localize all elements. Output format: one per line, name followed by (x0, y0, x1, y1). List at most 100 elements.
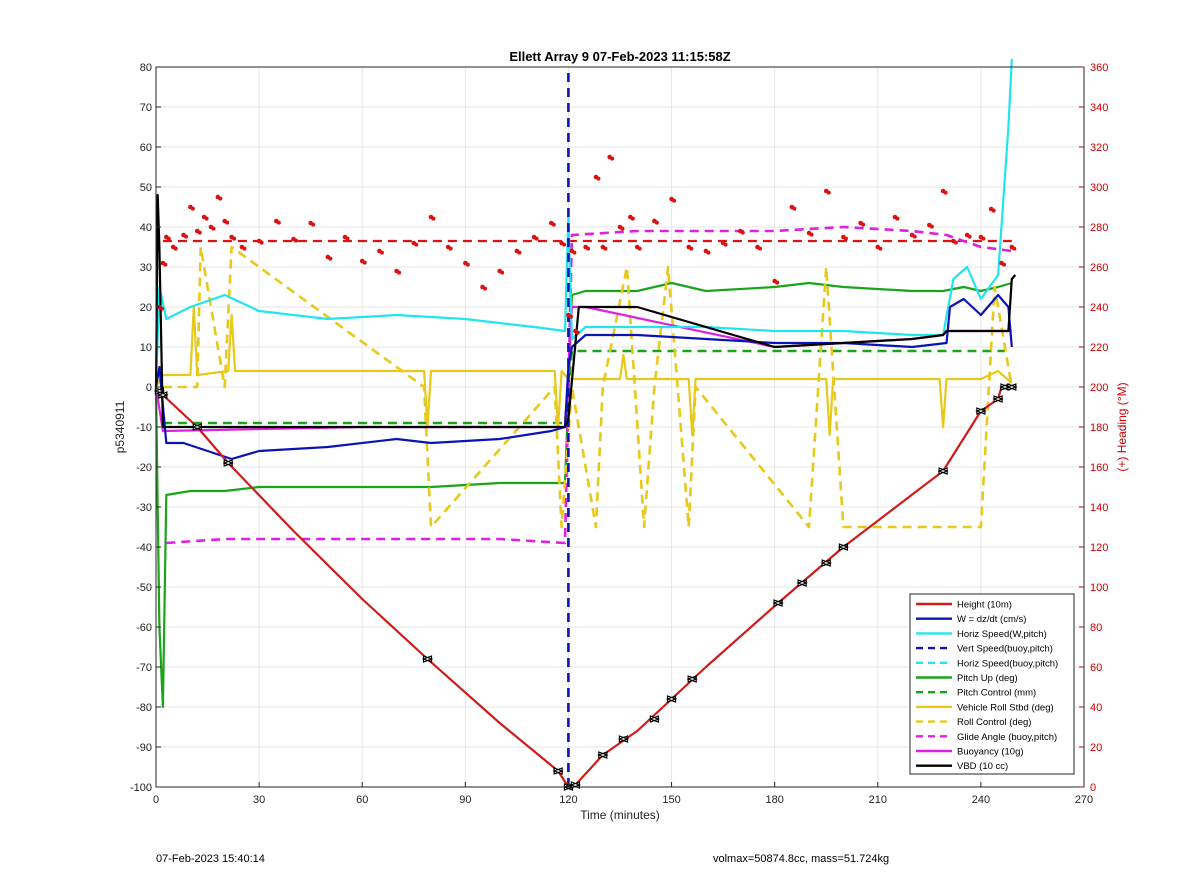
heading-point (1002, 262, 1007, 267)
heading-point (431, 216, 436, 221)
x-tick-label: 270 (1075, 794, 1093, 806)
heading-point (225, 220, 230, 225)
y-right-tick-label: 0 (1090, 782, 1096, 794)
heading-point (483, 286, 488, 291)
heading-point (163, 262, 168, 267)
series-1 (154, 293, 1013, 461)
legend-entry: Horiz Speed(buoy,pitch) (957, 658, 1058, 669)
climb-marker (191, 423, 202, 431)
heading-point (620, 226, 625, 231)
heading-point (414, 242, 419, 247)
series-8 (162, 245, 1014, 529)
heading-point (465, 262, 470, 267)
climb-marker (665, 695, 677, 703)
y-right-tick-label: 120 (1090, 542, 1108, 554)
series-5 (154, 281, 1013, 709)
heading-point (197, 230, 202, 235)
y-right-tick-label: 320 (1090, 142, 1108, 154)
heading-point (943, 190, 948, 195)
y-tick-label: -20 (136, 462, 152, 474)
heading-point (362, 260, 367, 265)
climb-marker (937, 467, 948, 475)
heading-point (173, 246, 178, 251)
legend-entry: Buoyancy (10g) (957, 747, 1024, 758)
y-right-tick-label: 100 (1090, 582, 1108, 594)
y-right-tick-label: 180 (1090, 422, 1108, 434)
legend-entry: Vehicle Roll Stbd (deg) (957, 702, 1054, 713)
y-tick-label: -80 (136, 702, 152, 714)
heading-point (826, 190, 831, 195)
climb-marker (1006, 383, 1017, 391)
heading-point (397, 270, 402, 275)
heading-point (572, 250, 577, 255)
heading-point (610, 156, 615, 161)
heading-point (1012, 246, 1017, 251)
climb-marker (772, 599, 783, 607)
x-tick-label: 120 (559, 794, 577, 806)
series-9 (166, 225, 1012, 545)
heading-point (345, 236, 350, 241)
series-7 (155, 305, 1013, 437)
legend-box (909, 593, 1075, 775)
climb-marker (648, 715, 659, 723)
y-tick-label: -10 (136, 422, 152, 434)
chart-title: Ellett Array 9 07-Feb-2023 11:15:58Z (509, 49, 730, 64)
heading-point (562, 242, 567, 247)
heading-point (259, 240, 264, 245)
heading-point (190, 206, 195, 211)
y-right-tick-label: 220 (1090, 342, 1108, 354)
heading-point (242, 246, 247, 251)
y-tick-label: -30 (136, 502, 152, 514)
heading-point (929, 224, 934, 229)
legend-entry: Vert Speed(buoy,pitch) (957, 644, 1053, 655)
y-tick-label: 20 (140, 302, 152, 314)
y-tick-label: 70 (140, 102, 152, 114)
climb-marker (421, 655, 433, 663)
legend-entry: Horiz Speed(W,pitch) (957, 629, 1047, 640)
y-tick-label: 0 (146, 382, 152, 394)
y-tick-label: -50 (136, 582, 152, 594)
heading-point (861, 222, 866, 227)
climb-marker (617, 735, 629, 743)
y-tick-label: -40 (136, 542, 152, 554)
y-tick-label: 60 (140, 142, 152, 154)
heading-point (596, 176, 601, 181)
y-tick-label: 80 (140, 62, 152, 74)
heading-point (293, 238, 298, 243)
heading-point (630, 216, 635, 221)
heading-point (211, 226, 216, 231)
climb-marker (975, 407, 986, 415)
heading-point (809, 232, 814, 237)
x-tick-label: 180 (765, 794, 783, 806)
y-right-tick-label: 20 (1090, 742, 1102, 754)
y-tick-label: -100 (130, 782, 152, 794)
y-tick-label: -60 (136, 622, 152, 634)
marker-group (153, 383, 1018, 791)
legend: Height (10m) W = dz/dt (cm/s) Horiz Speed(… (909, 593, 1075, 775)
y-tick-label: 40 (140, 222, 152, 234)
x-tick-label: 150 (662, 794, 680, 806)
heading-point (159, 306, 164, 311)
x-tick-label: 90 (459, 794, 471, 806)
heading-point (792, 206, 797, 211)
y-right-tick-label: 340 (1090, 102, 1108, 114)
x-tick-label: 210 (869, 794, 887, 806)
legend-entry: Glide Angle (buoy,pitch) (957, 732, 1057, 743)
climb-marker (837, 543, 849, 551)
climb-marker (552, 767, 563, 775)
y-axis-label: p5340911 (113, 400, 127, 453)
heading-point (218, 196, 223, 201)
climb-marker (157, 391, 168, 399)
y-tick-label: -70 (136, 662, 152, 674)
footer-volmax-mass: volmax=50874.8cc, mass=51.724kg (713, 853, 890, 865)
y-right-tick-label: 140 (1090, 502, 1108, 514)
heading-point (379, 250, 384, 255)
heading-point (740, 230, 745, 235)
climb-marker (686, 675, 697, 683)
heading-point (637, 246, 642, 251)
y-right-tick-label: 80 (1090, 622, 1102, 634)
heading-point (448, 246, 453, 251)
heading-point (878, 246, 883, 251)
y-right-tick-label: 240 (1090, 302, 1108, 314)
